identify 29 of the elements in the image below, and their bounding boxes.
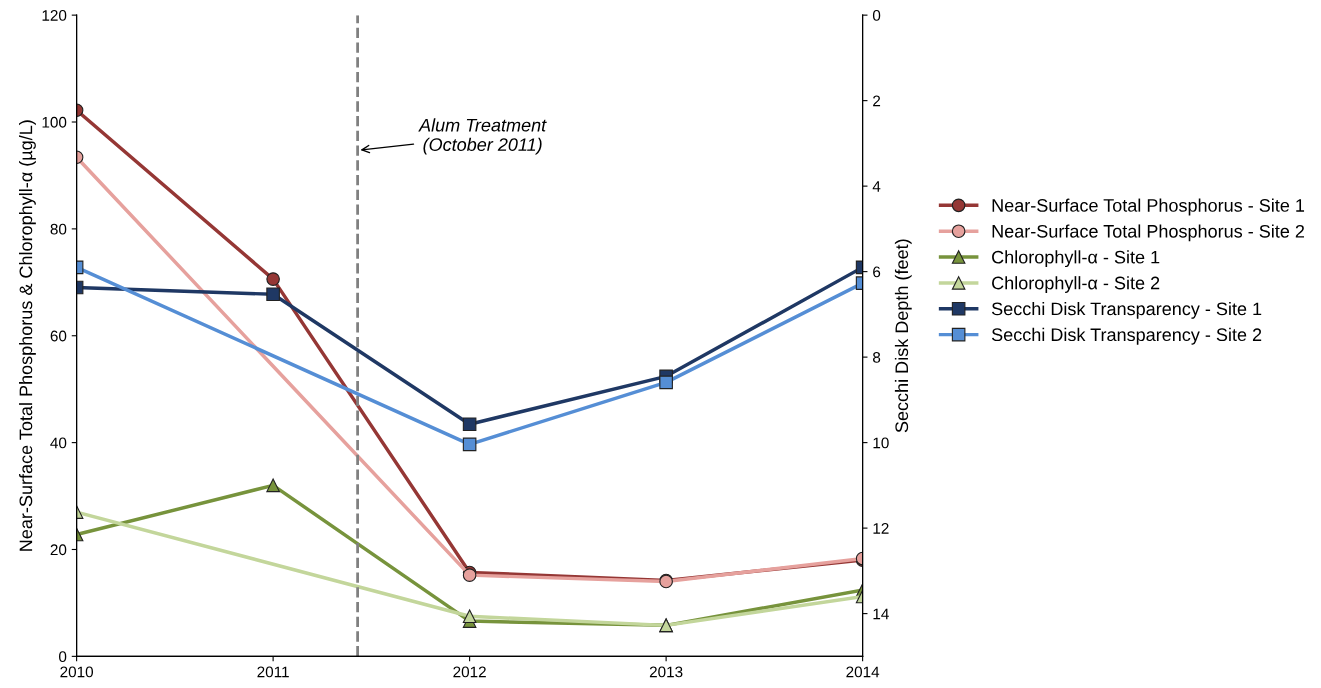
y2-tick-label: 14 xyxy=(873,608,889,620)
y2-tick-label: 2 xyxy=(873,95,881,107)
x-tick-label: 2011 xyxy=(257,666,289,678)
legend-label: Near-Surface Total Phosphorus - Site 1 xyxy=(992,198,1305,216)
y2-tick-label: 12 xyxy=(873,522,889,534)
y2-tick-label: 0 xyxy=(872,10,881,21)
x-tick-label: 2014 xyxy=(846,666,880,678)
y2-tick-label: 6 xyxy=(873,266,881,278)
legend-label: Chlorophyll-α - Site 1 xyxy=(992,250,1160,268)
y-tick-label: 20 xyxy=(50,544,67,556)
legend-label: Secchi Disk Transparency - Site 1 xyxy=(991,302,1262,319)
y-tick-label: 0 xyxy=(59,651,67,663)
y2-tick-label: 8 xyxy=(873,351,881,363)
y-tick-label: 60 xyxy=(50,330,67,342)
legend-label: Chlorophyll-α - Site 2 xyxy=(992,276,1160,293)
y-tick-label: 100 xyxy=(42,116,67,128)
x-tick-label: 2013 xyxy=(649,666,683,678)
annotation: Alum Treatment (October 2011) xyxy=(418,118,547,155)
y2-axis-title: Secchi Disk Depth (feet) xyxy=(894,239,912,433)
y-axis-title: Near-Surface Total Phosphorus & Chlorophyll-α (µg/L) xyxy=(19,120,36,551)
legend-label: Secchi Disk Transparency - Site 2 xyxy=(991,327,1262,345)
y2-tick-label: 10 xyxy=(873,437,889,449)
y-tick-label: 120 xyxy=(42,10,67,21)
x-tick-label: 2010 xyxy=(60,666,94,678)
legend-label: Near-Surface Total Phosphorus - Site 2 xyxy=(992,224,1305,242)
y2-tick-label: 4 xyxy=(872,181,881,192)
y-tick-label: 40 xyxy=(50,437,67,449)
x-tick-label: 2012 xyxy=(453,666,486,678)
y-tick-label: 80 xyxy=(50,223,67,235)
